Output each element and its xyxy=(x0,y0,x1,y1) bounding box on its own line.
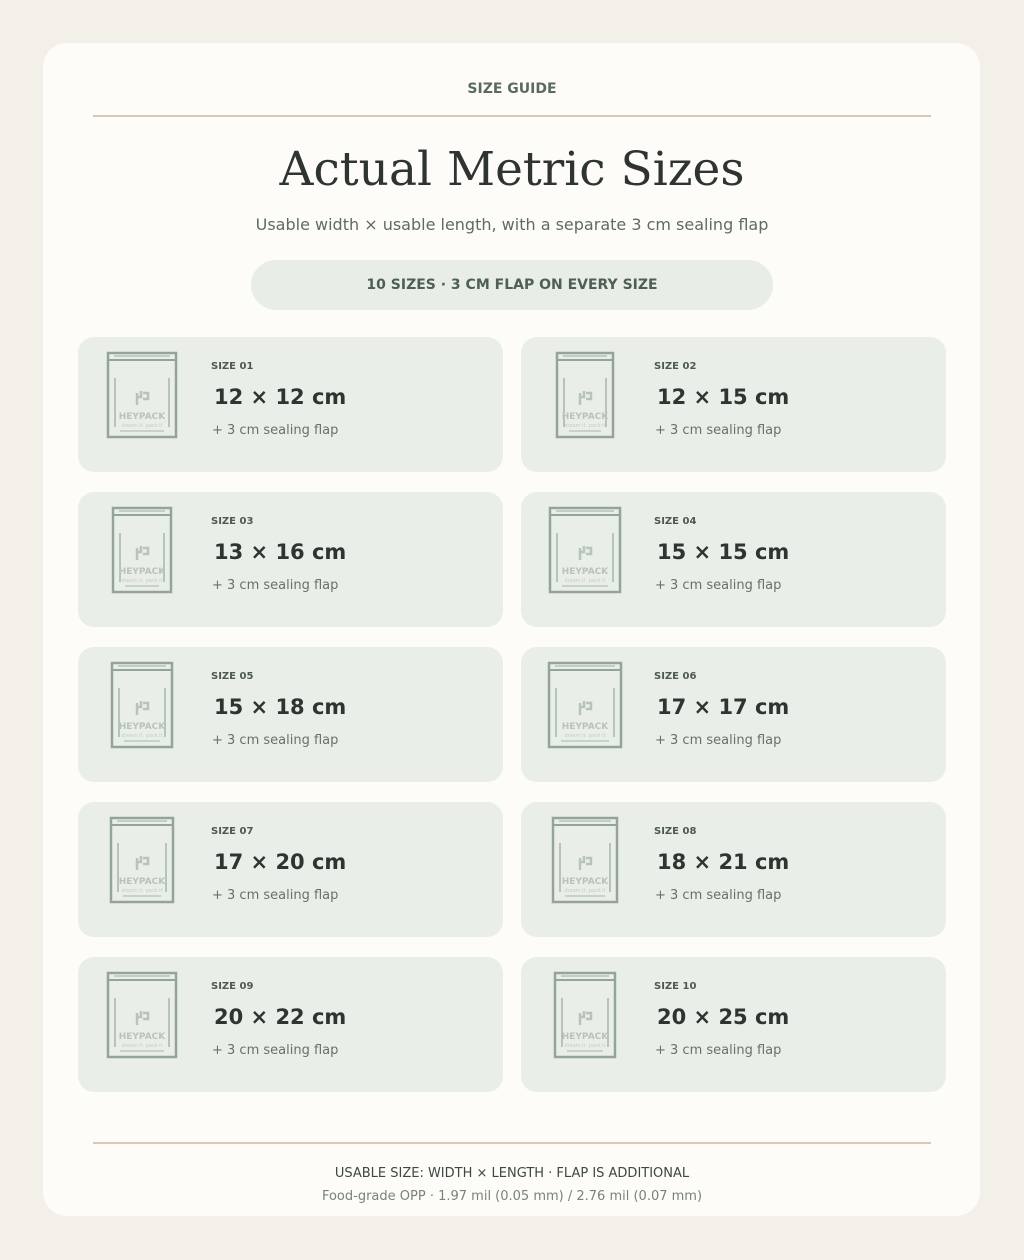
bag-tagline: dream it. pack it xyxy=(564,578,605,584)
size-value: 18 × 21 cm xyxy=(657,850,790,874)
size-note: + 3 cm sealing flap xyxy=(212,578,339,593)
size-card: HEYPACK dream it. pack it SIZE 02 12 × 15 c… xyxy=(521,337,946,472)
size-value: 15 × 15 cm xyxy=(657,540,790,564)
size-note: + 3 cm sealing flap xyxy=(655,733,782,748)
bag-outline xyxy=(553,971,617,1059)
size-label: SIZE 05 xyxy=(211,671,254,682)
bag-brand: HEYPACK xyxy=(119,877,167,887)
bag-brand: HEYPACK xyxy=(119,1032,167,1042)
size-card: HEYPACK dream it. pack it SIZE 06 17 × 17 c… xyxy=(521,647,946,782)
bag-brand: HEYPACK xyxy=(119,412,167,422)
bag-logo-mark xyxy=(578,1011,593,1025)
size-label: SIZE 04 xyxy=(654,516,697,527)
title: Actual Metric Sizes xyxy=(279,142,745,197)
size-label: SIZE 07 xyxy=(211,826,254,837)
bag-outline xyxy=(106,351,178,439)
size-card: HEYPACK dream it. pack it SIZE 10 20 × 25 c… xyxy=(521,957,946,1092)
size-note: + 3 cm sealing flap xyxy=(655,423,782,438)
bag-tagline: dream it. pack it xyxy=(564,888,605,894)
size-note: + 3 cm sealing flap xyxy=(655,578,782,593)
footer-line: Food-grade OPP · 1.97 mil (0.05 mm) / 2.… xyxy=(321,1189,703,1204)
size-card: HEYPACK dream it. pack it SIZE 03 13 × 16 c… xyxy=(78,492,503,627)
bag-outline xyxy=(109,816,175,904)
badge: 10 SIZES · 3 CM FLAP ON EVERY SIZE xyxy=(251,260,773,310)
size-note: + 3 cm sealing flap xyxy=(212,733,339,748)
size-card: HEYPACK dream it. pack it SIZE 08 18 × 21 c… xyxy=(521,802,946,937)
size-note: + 3 cm sealing flap xyxy=(212,888,339,903)
size-note: + 3 cm sealing flap xyxy=(655,1043,782,1058)
bag-tagline: dream it. pack it xyxy=(121,733,162,739)
bag-outline xyxy=(551,816,619,904)
size-card: HEYPACK dream it. pack it SIZE 09 20 × 22 c… xyxy=(78,957,503,1092)
bag-logo-mark xyxy=(135,856,150,870)
bag-brand: HEYPACK xyxy=(562,722,610,732)
size-value: 17 × 20 cm xyxy=(214,850,347,874)
bag-outline xyxy=(555,351,615,439)
size-value: 12 × 12 cm xyxy=(214,385,347,409)
size-label: SIZE 09 xyxy=(211,981,254,992)
bag-logo-mark xyxy=(578,701,593,715)
subtitle: Usable width × usable length, with a sep… xyxy=(255,215,769,234)
divider xyxy=(93,115,931,117)
bag-outline xyxy=(547,661,623,749)
size-note: + 3 cm sealing flap xyxy=(655,888,782,903)
size-value: 13 × 16 cm xyxy=(214,540,347,564)
size-value: 12 × 15 cm xyxy=(657,385,790,409)
size-label: SIZE 03 xyxy=(211,516,254,527)
bag-tagline: dream it. pack it xyxy=(121,578,162,584)
size-card: HEYPACK dream it. pack it SIZE 07 17 × 20 c… xyxy=(78,802,503,937)
size-value: 15 × 18 cm xyxy=(214,695,347,719)
bag-outline xyxy=(111,506,173,594)
bag-brand: HEYPACK xyxy=(562,567,610,577)
size-label: SIZE 01 xyxy=(211,361,254,372)
bag-outline xyxy=(548,506,622,594)
bag-logo-mark xyxy=(578,391,593,405)
divider xyxy=(93,1142,931,1144)
size-value: 20 × 25 cm xyxy=(657,1005,790,1029)
bag-outline xyxy=(110,661,174,749)
bag-brand: HEYPACK xyxy=(119,722,167,732)
bag-logo-mark xyxy=(578,856,593,870)
bag-tagline: dream it. pack it xyxy=(564,733,605,739)
bag-brand: HEYPACK xyxy=(119,567,167,577)
bag-logo-mark xyxy=(135,701,150,715)
bag-tagline: dream it. pack it xyxy=(121,423,162,429)
bag-logo-mark xyxy=(135,546,150,560)
footer-line: USABLE SIZE: WIDTH × LENGTH · FLAP IS AD… xyxy=(334,1166,690,1181)
bag-logo-mark xyxy=(135,1011,150,1025)
bag-logo-mark xyxy=(135,391,150,405)
size-label: SIZE 10 xyxy=(654,981,697,992)
bag-brand: HEYPACK xyxy=(562,1032,610,1042)
size-note: + 3 cm sealing flap xyxy=(212,423,339,438)
size-label: SIZE 02 xyxy=(654,361,697,372)
bag-logo-mark xyxy=(578,546,593,560)
size-label: SIZE 06 xyxy=(654,671,697,682)
size-value: 20 × 22 cm xyxy=(214,1005,347,1029)
eyebrow: SIZE GUIDE xyxy=(467,81,557,97)
size-note: + 3 cm sealing flap xyxy=(212,1043,339,1058)
bag-tagline: dream it. pack it xyxy=(121,888,162,894)
size-card: HEYPACK dream it. pack it SIZE 01 12 × 12 c… xyxy=(78,337,503,472)
bag-tagline: dream it. pack it xyxy=(121,1043,162,1049)
size-card: HEYPACK dream it. pack it SIZE 05 15 × 18 c… xyxy=(78,647,503,782)
bag-tagline: dream it. pack it xyxy=(564,1043,605,1049)
bag-brand: HEYPACK xyxy=(562,412,610,422)
bag-outline xyxy=(106,971,178,1059)
bag-brand: HEYPACK xyxy=(562,877,610,887)
bag-tagline: dream it. pack it xyxy=(564,423,605,429)
size-label: SIZE 08 xyxy=(654,826,697,837)
size-value: 17 × 17 cm xyxy=(657,695,790,719)
size-card: HEYPACK dream it. pack it SIZE 04 15 × 15 c… xyxy=(521,492,946,627)
